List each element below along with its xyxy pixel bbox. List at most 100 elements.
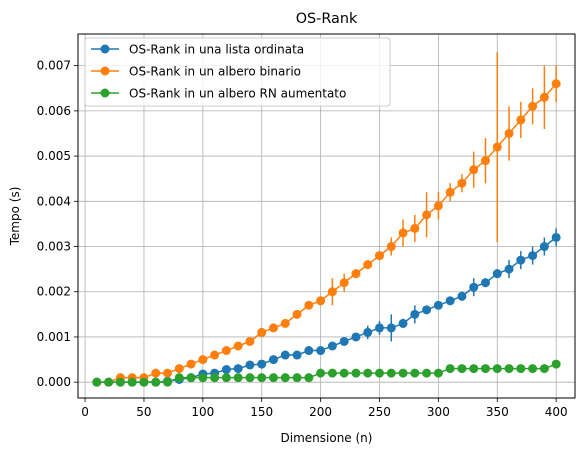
legend-box [84, 37, 391, 107]
series-line [96, 363, 557, 383]
data-point [292, 309, 302, 319]
data-point [410, 223, 420, 233]
data-point [280, 373, 290, 383]
legend-entry-rn: OS-Rank in un albero RN aumentato [91, 87, 346, 101]
data-point [398, 318, 408, 328]
data-point [539, 242, 549, 252]
data-point [269, 373, 279, 383]
data-point [233, 373, 243, 383]
x-tick-label: 250 [368, 405, 391, 419]
data-point [539, 364, 549, 374]
x-tick-label: 350 [486, 405, 509, 419]
data-point [221, 346, 231, 356]
data-point [163, 368, 173, 378]
data-point [316, 296, 326, 306]
legend-entry-list: OS-Rank in una lista ordinata [91, 43, 304, 57]
data-point [492, 364, 502, 374]
data-point [151, 368, 161, 378]
y-tick-label: 0.007 [37, 59, 71, 73]
legend-entry-binario: OS-Rank in un albero binario [91, 65, 301, 79]
data-point [174, 373, 184, 383]
data-point [457, 291, 467, 301]
data-point [257, 359, 267, 369]
legend-label-lista: OS-Rank in una lista ordinata [129, 43, 304, 57]
data-point [386, 242, 396, 252]
data-point [245, 360, 255, 370]
data-point [363, 260, 373, 270]
data-point [445, 187, 455, 197]
x-tick-label: 150 [250, 405, 273, 419]
data-point [539, 92, 549, 102]
data-point [516, 255, 526, 265]
legend-label-rn: OS-Rank in un albero RN aumentato [129, 87, 346, 101]
data-point [374, 251, 384, 261]
data-point [280, 350, 290, 360]
data-point [445, 364, 455, 374]
legend-label-binario: OS-Rank in un albero binario [129, 65, 301, 79]
chart-title: OS-Rank [296, 11, 358, 27]
data-point [469, 282, 479, 292]
data-point [316, 368, 326, 378]
data-point [221, 365, 231, 375]
x-tick-label: 300 [427, 405, 450, 419]
data-point [363, 327, 373, 337]
data-point [516, 115, 526, 125]
data-point [469, 364, 479, 374]
series-group-1 [92, 52, 561, 387]
data-point [551, 232, 561, 242]
data-point [504, 364, 514, 374]
data-point [198, 373, 208, 383]
data-point [433, 368, 443, 378]
data-point [304, 373, 314, 383]
data-point [186, 359, 196, 369]
y-tick-label: 0.004 [37, 194, 71, 208]
data-point [457, 364, 467, 374]
data-point [351, 368, 361, 378]
data-point [139, 377, 149, 387]
y-axis-title: Tempo (s) [8, 187, 22, 247]
legend: OS-Rank in una lista ordinata OS-Rank in… [84, 37, 391, 107]
data-point [433, 201, 443, 211]
data-point [233, 341, 243, 351]
data-point [374, 323, 384, 333]
data-point [327, 287, 337, 297]
data-point [386, 323, 396, 333]
data-point [280, 318, 290, 328]
data-point [257, 327, 267, 337]
legend-marker-binario [100, 66, 110, 76]
data-point [339, 336, 349, 346]
data-point [304, 300, 314, 310]
data-point [422, 210, 432, 220]
data-point [174, 364, 184, 374]
data-point [398, 228, 408, 238]
data-point [104, 377, 114, 387]
data-point [422, 305, 432, 315]
data-point [480, 278, 490, 288]
data-point [151, 377, 161, 387]
series-group-2 [92, 359, 561, 387]
data-point [492, 269, 502, 279]
data-point [186, 373, 196, 383]
data-point [233, 364, 243, 374]
plot-series [92, 52, 561, 387]
data-point [269, 355, 279, 365]
legend-marker-rn [100, 88, 110, 98]
x-tick-label: 400 [545, 405, 568, 419]
data-point [245, 336, 255, 346]
data-point [115, 377, 125, 387]
data-point [339, 278, 349, 288]
data-point [386, 368, 396, 378]
y-tick-label: 0.001 [37, 330, 71, 344]
series-line [96, 83, 557, 383]
data-point [551, 359, 561, 369]
data-point [198, 355, 208, 365]
y-tick-label: 0.000 [37, 375, 71, 389]
x-axis-title: Dimensione (n) [281, 431, 373, 445]
data-point [221, 373, 231, 383]
data-point [245, 373, 255, 383]
data-point [433, 300, 443, 310]
data-point [516, 364, 526, 374]
x-tick-label: 50 [136, 405, 151, 419]
